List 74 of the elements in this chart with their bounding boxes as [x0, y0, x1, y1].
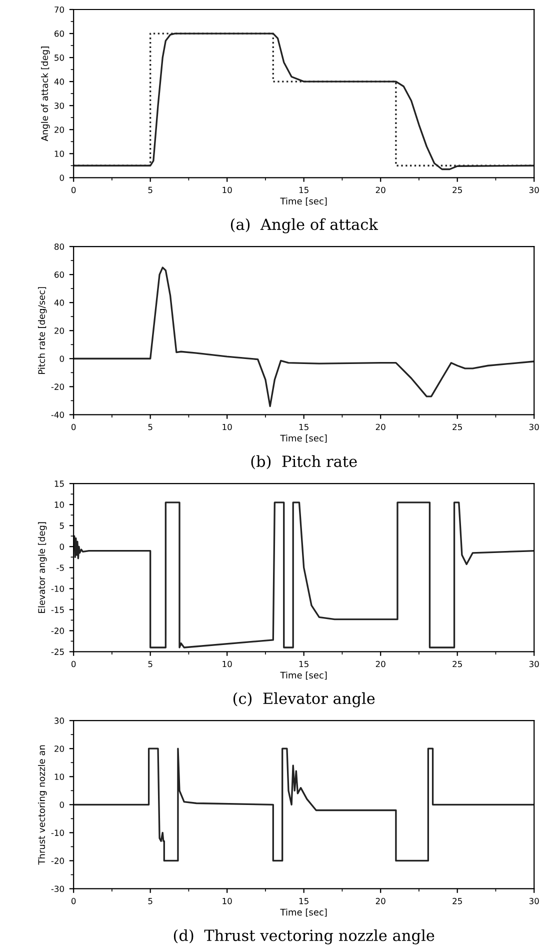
x-tick-label: 15	[299, 660, 308, 668]
x-tick-label: 10	[222, 186, 232, 194]
y-tick-label: -25	[51, 648, 64, 655]
x-tick-label: 0	[71, 424, 76, 430]
y-tick-label: 10	[54, 502, 64, 508]
x-tick-label: 5	[148, 660, 152, 668]
y-tick-label: -20	[51, 628, 64, 634]
x-tick-label: 25	[452, 424, 462, 430]
x-tick-label: 30	[529, 660, 539, 668]
y-tick-label: 15	[54, 480, 64, 487]
x-tick-label: 30	[529, 186, 539, 194]
x-axis-title: Time [sec]	[280, 908, 327, 917]
x-tick-label: 10	[222, 660, 232, 668]
x-tick-label: 0	[71, 898, 76, 904]
y-tick-label: -30	[51, 886, 64, 892]
x-tick-label: 5	[148, 898, 152, 904]
x-tick-label: 20	[376, 660, 386, 668]
y-tick-label: 5	[60, 522, 64, 529]
y-tick-label: 10	[54, 150, 64, 157]
x-tick-label: 20	[376, 424, 386, 430]
x-tick-label: 15	[299, 898, 308, 904]
text: (d) Thrust vectoring nozzle angle	[174, 929, 434, 944]
y-tick-label: 70	[54, 6, 64, 13]
y-tick-label: -15	[51, 606, 64, 613]
x-tick-label: 25	[452, 660, 462, 668]
line-series	[74, 266, 534, 408]
y-tick-label: 50	[54, 54, 64, 61]
x-tick-label: 0	[71, 186, 76, 194]
y-tick-label: 40	[54, 78, 64, 85]
y-tick-label: 60	[54, 30, 64, 37]
x-tick-label: 5	[148, 186, 152, 194]
y-tick-label: 40	[54, 300, 64, 306]
text: (c) Elevator angle	[233, 692, 375, 708]
y-tick-label: -20	[51, 384, 64, 390]
x-tick-label: 0	[71, 660, 76, 668]
y-tick-label: 0	[60, 802, 64, 808]
y-tick-label: 60	[54, 272, 64, 278]
x-tick-label: 20	[376, 898, 386, 904]
x-tick-label: 15	[299, 424, 308, 430]
y-tick-label: -40	[51, 412, 64, 418]
x-tick-label: 25	[452, 186, 462, 194]
text: (a) Angle of attack	[230, 218, 378, 234]
line-series	[74, 748, 534, 862]
x-axis-title: Time [sec]	[280, 198, 327, 206]
y-axis-title: Thrust vectoring nozzle an	[38, 745, 47, 865]
x-tick-label: 30	[529, 424, 539, 430]
x-tick-label: 5	[148, 424, 152, 430]
y-axis-title: Pitch rate [deg/sec]	[38, 287, 47, 374]
x-tick-label: 20	[376, 186, 386, 194]
y-tick-label: 30	[54, 718, 64, 724]
x-tick-label: 10	[222, 424, 232, 430]
x-tick-label: 15	[299, 186, 308, 194]
y-tick-label: 0	[60, 544, 64, 550]
text: (b) Pitch rate	[251, 455, 357, 470]
y-tick-label: 10	[54, 774, 64, 780]
y-tick-label: -20	[51, 858, 64, 864]
y-tick-label: 20	[54, 328, 64, 334]
y-tick-label: -10	[51, 586, 64, 592]
y-tick-label: 0	[60, 356, 64, 362]
y-tick-label: 20	[54, 746, 64, 752]
x-tick-label: 25	[452, 898, 462, 904]
y-axis-title: Angle of attack [deg]	[41, 46, 50, 142]
x-axis-title: Time [sec]	[280, 434, 327, 443]
y-tick-label: 30	[54, 102, 64, 109]
x-axis-title: Time [sec]	[280, 672, 327, 680]
y-tick-label: 0	[60, 174, 64, 181]
y-axis-title: Elevator angle [deg]	[38, 522, 47, 613]
y-tick-label: 20	[54, 126, 64, 133]
y-tick-label: -10	[51, 830, 64, 836]
line-series	[74, 502, 534, 648]
x-tick-label: 10	[222, 898, 232, 904]
y-tick-label: 80	[54, 244, 64, 250]
y-tick-label: -5	[56, 564, 64, 571]
x-tick-label: 30	[529, 898, 539, 904]
